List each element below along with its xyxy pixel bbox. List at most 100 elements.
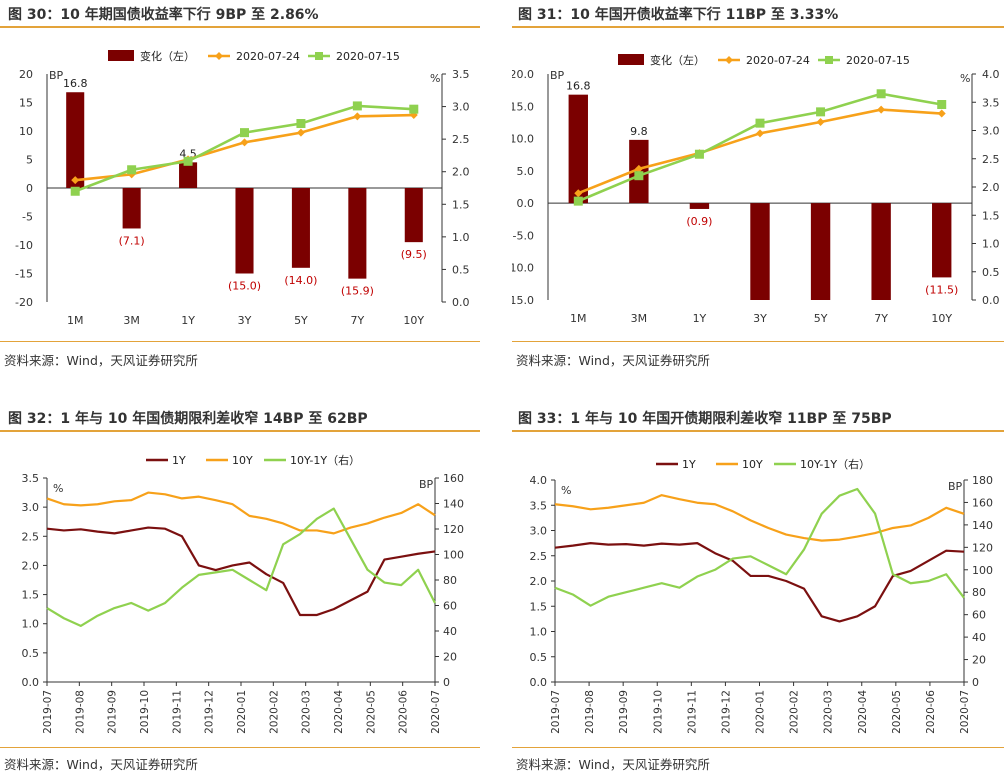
y-left-tick-label: 0.5 [530,651,548,664]
point-2020-07-24 [634,164,643,173]
chart-bond-yield-curve: 20 15 10 5 0 -5 -10 -15 -20 3.5 3.0 2.5 2.0 1.5 1.0 0.5… [15,49,470,327]
x-tick-label: 7Y [350,314,364,327]
bar-7Y [871,203,891,300]
y-left-tick-label: 1.5 [22,589,40,602]
bar-3M [122,188,141,229]
x-tick-label: 5Y [294,314,308,327]
legend-swatch-bar [108,50,134,61]
x-tick-label: 2020-07 [430,690,442,734]
bar-1Y [689,203,710,209]
bar-3Y [235,188,254,274]
legend-label: 1Y [682,458,696,471]
y-right-tick-label: 100 [443,549,464,562]
y-right-unit: BP [419,478,434,491]
x-tick-label: 2019-07 [550,690,562,734]
y-right-tick-label: 160 [972,496,993,509]
legend-label: 10Y-1Y（右） [290,453,360,467]
point-2020-07-15 [296,119,306,129]
bar-5Y [810,203,831,300]
x-tick-label: 2020-06 [398,690,410,734]
x-tick-label: 3M [123,314,140,327]
y-left-tick-label: 1.0 [22,618,40,631]
source-note: 资料来源：Wind，天风证券研究所 [516,757,710,772]
source-rule [0,341,480,342]
y-right-tick-label: 0.0 [452,296,470,309]
y-right-tick-label: 1.0 [452,231,470,244]
x-tick-label: 2020-01 [755,690,767,734]
y-right-tick-label: 4.0 [982,68,1000,81]
y-left-tick-label: 10 [19,125,33,138]
y-left-tick-label: 1.0 [530,626,548,639]
bar-data-label: (11.5) [925,283,958,296]
y-right-tick-label: 3.0 [452,101,470,114]
legend-label: 10Y [232,454,253,467]
x-tick-label: 10Y [403,314,424,327]
y-left-tick-label: -15 [15,268,33,281]
x-tick-label: 2020-02 [268,690,280,734]
y-right-tick-label: 20 [972,654,986,667]
x-tick-label: 2020-04 [857,690,869,734]
x-tick-label: 5Y [814,312,828,325]
y-right-tick-label: 2.5 [452,133,470,146]
x-tick-label: 10Y [931,312,952,325]
y-left-tick-label: 20.0 [512,68,534,81]
x-tick-label: 2019-08 [74,690,86,734]
x-tick-label: 2019-09 [618,690,630,734]
y-right-tick-label: 0.0 [982,294,1000,307]
y-left-unit: % [561,484,571,497]
y-left-tick-label: 2.5 [22,530,40,543]
point-2020-07-15 [937,100,947,110]
source-note: 资料来源：Wind，天风证券研究所 [4,757,198,772]
point-2020-07-15 [634,171,644,181]
y-left-tick-label: 20 [19,68,33,81]
y-right-tick-label: 1.5 [452,198,470,211]
x-tick-label: 2019-07 [42,690,54,734]
series-line-10Y-1Y（右） [46,507,436,627]
x-tick-label: 1M [67,314,84,327]
legend-marker [725,56,733,64]
y-left-tick-label: 0.5 [22,647,40,660]
y-right-tick-label: 40 [972,631,986,644]
series-line-2020-07-24 [75,113,414,182]
series-line-10Y-1Y（右） [554,487,965,607]
point-2020-07-15 [127,165,137,175]
y-right-tick-label: 100 [972,564,993,577]
series-line-1Y [46,526,436,617]
x-tick-label: 2020-04 [333,690,345,734]
bar-data-label: (15.9) [341,285,374,298]
point-2020-07-15 [573,196,583,206]
title-rule [0,430,480,432]
x-tick-label: 2020-02 [789,690,801,734]
y-left-tick-label: 4.0 [530,474,548,487]
y-right-tick-label: 180 [972,474,993,487]
x-tick-label: 7Y [874,312,888,325]
x-tick-label: 2019-10 [652,690,664,734]
bar-1M [568,94,588,204]
panel-title: 图 30：10 年期国债收益率下行 9BP 至 2.86% [8,7,319,23]
legend-marker [825,56,833,64]
point-2020-07-15 [183,156,193,166]
legend-swatch-bar [618,54,644,65]
y-right-unit: % [430,72,440,85]
panel-cdb-term-spread: 图 33：1 年与 10 年国开债期限利差收窄 11BP 至 75BP 4.0 3… [512,404,1004,774]
series-line-10Y [554,494,965,542]
x-tick-label: 2020-05 [891,690,903,734]
bar-10Y [404,188,423,243]
bar-data-label: (14.0) [284,274,317,287]
y-left-tick-label: -5.0 [513,229,534,242]
y-right-tick-label: 2.0 [982,181,1000,194]
y-right-tick-label: 40 [443,625,457,638]
x-tick-label: 3M [631,312,648,325]
point-2020-07-15 [240,128,249,138]
y-right-tick-label: 140 [443,498,464,511]
x-tick-label: 3Y [238,314,252,327]
legend-marker [315,52,323,60]
y-right-tick-label: 1.5 [982,209,1000,222]
point-2020-07-24 [937,109,946,118]
y-left-tick-label: -10 [15,239,33,252]
point-2020-07-24 [574,189,583,198]
panel-bond-term-spread: 图 32：1 年与 10 年国债期限利差收窄 14BP 至 62BP 3.5 3.… [0,404,480,774]
y-left-tick-label: 0.0 [517,197,535,210]
y-left-tick-label: -5 [22,211,33,224]
x-tick-label: 3Y [753,312,767,325]
